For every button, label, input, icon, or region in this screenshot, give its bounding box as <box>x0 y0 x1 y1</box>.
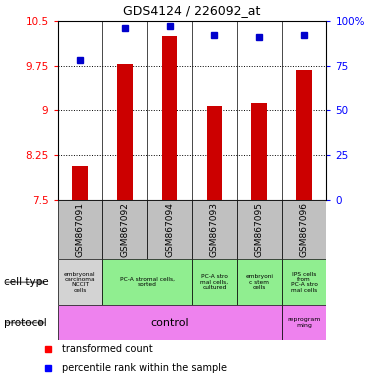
Bar <box>102 259 192 305</box>
Text: GSM867094: GSM867094 <box>165 202 174 257</box>
Bar <box>237 200 282 259</box>
Bar <box>117 64 132 200</box>
Bar <box>207 106 222 200</box>
Text: transformed count: transformed count <box>62 344 153 354</box>
Text: embryonal
carcinoma
NCCIT
cells: embryonal carcinoma NCCIT cells <box>64 271 96 293</box>
Text: PC-A stro
mal cells,
cultured: PC-A stro mal cells, cultured <box>200 274 229 290</box>
Text: control: control <box>150 318 189 328</box>
Bar <box>282 259 326 305</box>
Bar <box>237 259 282 305</box>
Text: GSM867093: GSM867093 <box>210 202 219 257</box>
Text: cell type: cell type <box>4 277 48 287</box>
Bar <box>252 103 267 200</box>
Bar <box>58 259 102 305</box>
Title: GDS4124 / 226092_at: GDS4124 / 226092_at <box>123 4 261 17</box>
Bar <box>162 36 177 200</box>
Text: reprogram
ming: reprogram ming <box>288 317 321 328</box>
Text: PC-A stromal cells,
sorted: PC-A stromal cells, sorted <box>120 277 175 288</box>
Text: GSM867092: GSM867092 <box>120 202 129 257</box>
Text: embryoni
c stem
cells: embryoni c stem cells <box>245 274 273 290</box>
Bar <box>72 166 88 200</box>
Text: GSM867095: GSM867095 <box>255 202 264 257</box>
Bar <box>58 305 282 340</box>
Text: GSM867096: GSM867096 <box>299 202 309 257</box>
Text: GSM867091: GSM867091 <box>75 202 85 257</box>
Text: percentile rank within the sample: percentile rank within the sample <box>62 362 227 373</box>
Text: IPS cells
from
PC-A stro
mal cells: IPS cells from PC-A stro mal cells <box>290 271 318 293</box>
Bar <box>192 200 237 259</box>
Bar <box>58 200 102 259</box>
Bar <box>282 200 326 259</box>
Bar <box>147 200 192 259</box>
Bar <box>296 70 312 200</box>
Bar <box>102 200 147 259</box>
Bar <box>192 259 237 305</box>
Bar <box>282 305 326 340</box>
Text: protocol: protocol <box>4 318 46 328</box>
